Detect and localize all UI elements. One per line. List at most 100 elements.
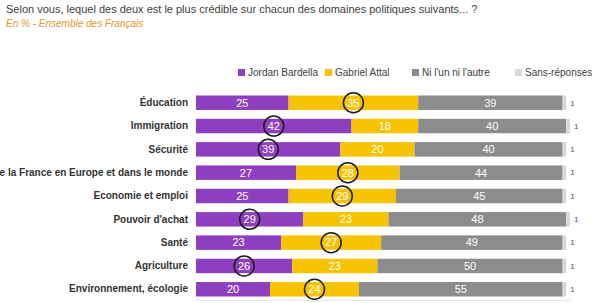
- data-label: 23: [340, 213, 352, 225]
- data-label: 23: [232, 236, 244, 248]
- data-label: 1: [574, 215, 579, 224]
- highlight-circle: [240, 209, 260, 229]
- category-label: Sécurité: [149, 144, 189, 155]
- bar-segment: [281, 235, 381, 249]
- data-label: 39: [262, 143, 274, 155]
- x-axis: [197, 300, 571, 301]
- highlights: [234, 93, 363, 300]
- bar-segment: [289, 189, 396, 203]
- highlight-circle: [258, 139, 278, 159]
- data-label: 1: [570, 145, 575, 154]
- bar-segment: [381, 235, 562, 249]
- data-label: 44: [475, 167, 487, 179]
- legend-swatch: [325, 69, 332, 76]
- bar-segment: [292, 259, 377, 273]
- data-label: 26: [238, 260, 250, 272]
- bar-segment: [270, 282, 359, 296]
- legend-label: Sans-réponses: [525, 67, 592, 78]
- bar-segment: [196, 259, 292, 273]
- highlight-circle: [343, 93, 363, 113]
- category-label: Place de la France en Europe et dans le …: [0, 167, 188, 178]
- x-axis-line: [197, 300, 571, 301]
- data-label: 1: [570, 192, 575, 201]
- subtitle: En % - Ensemble des Français: [6, 18, 143, 29]
- bar-segment: [563, 165, 567, 179]
- data-label: 27: [325, 236, 337, 248]
- data-label: 1: [570, 285, 575, 294]
- bar-segment: [296, 165, 400, 179]
- highlight-circle: [304, 279, 324, 299]
- data-label: 45: [473, 190, 485, 202]
- category-label: Éducation: [140, 96, 188, 108]
- bar-segment: [303, 212, 388, 226]
- y-tick: Sécurité: [149, 144, 196, 155]
- bar-segment: [196, 189, 289, 203]
- data-label: 28: [342, 167, 354, 179]
- data-label: 39: [484, 97, 496, 109]
- legend-label: Ni l'un ni l'autre: [422, 67, 490, 78]
- bar-segment: [196, 95, 289, 109]
- y-tick: Agriculture: [135, 260, 196, 271]
- bar-segment: [418, 95, 562, 109]
- data-label: 23: [329, 260, 341, 272]
- category-label: Immigration: [131, 120, 188, 131]
- data-label: 29: [336, 190, 348, 202]
- category-label: Agriculture: [135, 260, 189, 271]
- category-label: Environnement, écologie: [69, 283, 188, 294]
- bar-segment: [563, 259, 567, 273]
- bar-segment: [566, 212, 570, 226]
- data-label: 25: [236, 190, 248, 202]
- y-tick: Éducation: [140, 96, 196, 108]
- data-label: 29: [244, 213, 256, 225]
- title: Selon vous, lequel des deux est le plus …: [6, 3, 477, 15]
- bar-segment: [566, 119, 570, 133]
- y-tick: Place de la France en Europe et dans le …: [0, 167, 196, 178]
- bars: [196, 95, 570, 296]
- y-tick: Pouvoir d'achat: [113, 214, 196, 225]
- data-label: 1: [570, 99, 575, 108]
- legend-label: Gabriel Attal: [335, 67, 389, 78]
- highlight-circle: [234, 256, 254, 276]
- data-label: 1: [570, 238, 575, 247]
- highlight-circle: [264, 116, 284, 136]
- bar-segment: [563, 235, 567, 249]
- legend-swatch: [515, 69, 522, 76]
- bar-segment: [196, 142, 340, 156]
- bar-segment: [289, 95, 419, 109]
- data-label: 40: [486, 120, 498, 132]
- highlight-circle: [338, 163, 358, 183]
- y-tick: Environnement, écologie: [69, 283, 196, 294]
- data-label: 18: [379, 120, 391, 132]
- data-label: 35: [347, 97, 359, 109]
- data-label: 27: [240, 167, 252, 179]
- bar-segment: [563, 189, 567, 203]
- y-tick: Immigration: [131, 120, 196, 131]
- data-label: 55: [455, 283, 467, 295]
- bar-segment: [563, 95, 567, 109]
- data-label: 40: [482, 143, 494, 155]
- bar-segment: [400, 165, 563, 179]
- data-label: 1: [574, 122, 579, 131]
- category-label: Pouvoir d'achat: [113, 214, 188, 225]
- bar-segment: [396, 189, 563, 203]
- data-label: 20: [227, 283, 239, 295]
- legend-swatch: [238, 69, 245, 76]
- data-label: 25: [236, 97, 248, 109]
- legend-swatch: [412, 69, 419, 76]
- data-label: 50: [464, 260, 476, 272]
- legend: Jordan BardellaGabriel AttalNi l'un ni l…: [238, 67, 592, 78]
- chart: Selon vous, lequel des deux est le plus …: [0, 0, 600, 303]
- bar-segment: [563, 142, 567, 156]
- y-tick: Santé: [161, 237, 196, 248]
- y-axis: Éducation Immigration Sécurité Place de la …: [0, 96, 196, 295]
- bar-segment: [563, 282, 567, 296]
- highlight-circle: [321, 233, 341, 253]
- bar-segment: [352, 119, 419, 133]
- category-label: Santé: [161, 237, 189, 248]
- data-label: 49: [466, 236, 478, 248]
- data-label: 1: [570, 262, 575, 271]
- y-tick: Economie et emploi: [94, 190, 196, 201]
- data-labels: 2535391421840139204012728441252945129234…: [227, 97, 579, 296]
- data-label: 24: [308, 283, 320, 295]
- data-label: 1: [570, 168, 575, 177]
